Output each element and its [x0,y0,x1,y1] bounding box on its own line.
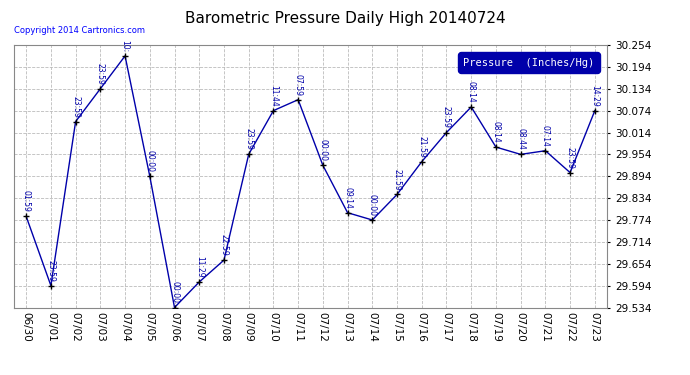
Text: 01:59: 01:59 [21,190,30,212]
Legend: Pressure  (Inches/Hg): Pressure (Inches/Hg) [458,52,600,73]
Text: 00:00: 00:00 [170,281,179,303]
Text: 23:59: 23:59 [71,96,80,117]
Text: Barometric Pressure Daily High 20140724: Barometric Pressure Daily High 20140724 [185,11,505,26]
Text: 00:00: 00:00 [368,194,377,216]
Text: 23:59: 23:59 [46,260,55,282]
Text: 11:44: 11:44 [269,85,278,106]
Text: 08:44: 08:44 [516,128,525,150]
Text: 08:14: 08:14 [466,81,475,103]
Text: 23:59: 23:59 [96,63,105,85]
Text: 00:00: 00:00 [146,150,155,172]
Text: 21:59: 21:59 [417,136,426,158]
Text: 07:14: 07:14 [541,125,550,147]
Text: 23:59: 23:59 [244,128,253,150]
Text: 10:: 10: [121,40,130,52]
Text: 09:14: 09:14 [343,187,352,209]
Text: Copyright 2014 Cartronics.com: Copyright 2014 Cartronics.com [14,26,145,35]
Text: 23:59: 23:59 [442,106,451,128]
Text: 00:00: 00:00 [318,139,327,161]
Text: 21:59: 21:59 [393,169,402,190]
Text: 07:59: 07:59 [294,74,303,96]
Text: 23:59: 23:59 [566,147,575,168]
Text: 22:59: 22:59 [219,234,228,256]
Text: 08:14: 08:14 [491,121,500,143]
Text: 11:29: 11:29 [195,256,204,278]
Text: 14:29: 14:29 [591,85,600,106]
